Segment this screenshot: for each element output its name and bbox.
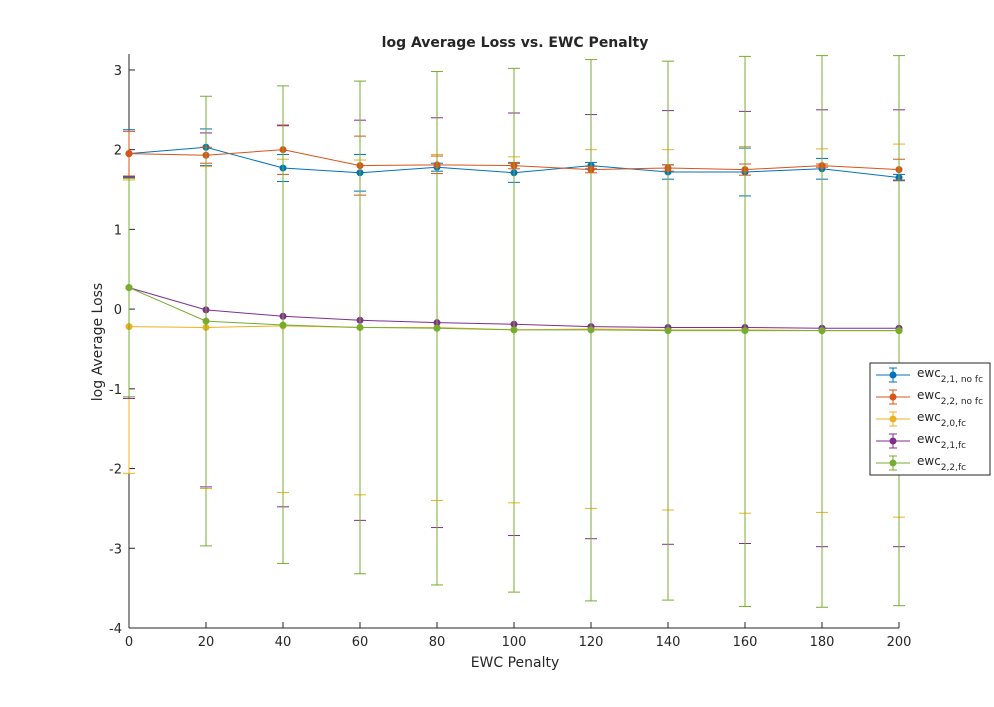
x-tick-label: 0 — [125, 635, 133, 650]
legend-label-base: ewc — [917, 366, 941, 380]
legend-marker — [889, 415, 897, 423]
x-tick-label: 20 — [198, 635, 215, 650]
legend-label-subscript: 2,2, no fc — [941, 397, 983, 407]
legend-label-base: ewc — [917, 388, 941, 402]
legend-label-subscript: 2,1,fc — [941, 441, 966, 451]
x-tick-label: 160 — [733, 635, 758, 650]
y-tick-label: -1 — [109, 383, 122, 398]
y-tick-label: -3 — [109, 542, 122, 557]
data-point — [895, 327, 903, 335]
legend-item: ewc2,0,fc — [876, 410, 966, 429]
legend-label: ewc2,2,fc — [917, 454, 966, 473]
x-tick-label: 40 — [275, 635, 292, 650]
legend-item: ewc2,1, no fc — [876, 366, 983, 385]
x-tick-label: 200 — [887, 635, 912, 650]
legend-label: ewc2,0,fc — [917, 410, 966, 429]
legend-marker — [889, 393, 897, 401]
y-tick-label: 1 — [114, 223, 122, 238]
chart-title: log Average Loss vs. EWC Penalty — [382, 35, 649, 51]
x-axis-label: EWC Penalty — [471, 655, 560, 671]
legend-label: ewc2,1,fc — [917, 432, 966, 451]
data-point — [741, 327, 749, 335]
x-tick-label: 60 — [352, 635, 369, 650]
x-tick-label: 100 — [502, 635, 527, 650]
y-axis-label: log Average Loss — [90, 283, 106, 401]
data-point — [510, 326, 518, 334]
x-tick-label: 80 — [429, 635, 446, 650]
legend-label-subscript: 2,0,fc — [941, 419, 966, 429]
data-point — [125, 284, 133, 292]
y-tick-label: 0 — [114, 303, 122, 318]
y-tick-label: -2 — [109, 463, 122, 478]
data-point — [664, 327, 672, 335]
data-point — [433, 324, 441, 332]
x-tick-label: 120 — [579, 635, 604, 650]
data-point — [125, 150, 133, 158]
data-point — [279, 321, 287, 329]
y-tick-label: -4 — [109, 622, 122, 637]
data-point — [818, 327, 826, 335]
legend-label-base: ewc — [917, 432, 941, 446]
plot-area: 0 20 40 60 80 100 120 140 160 180 200 3 2 1 0 -1 -2 -3 -4 — [109, 54, 911, 650]
legend-item: ewc2,2, no fc — [876, 388, 983, 407]
legend-item: ewc2,1,fc — [876, 432, 966, 451]
legend-label-subscript: 2,2,fc — [941, 463, 966, 473]
data-point — [587, 326, 595, 334]
data-point — [202, 317, 210, 325]
x-tick-label: 180 — [810, 635, 835, 650]
legend-marker — [889, 459, 897, 467]
x-tick-label: 140 — [656, 635, 681, 650]
legend-label-base: ewc — [917, 410, 941, 424]
legend-label: ewc2,2, no fc — [917, 388, 983, 407]
legend-marker — [889, 371, 897, 379]
series-5 — [123, 55, 905, 608]
legend-label: ewc2,1, no fc — [917, 366, 983, 385]
legend-label-base: ewc — [917, 454, 941, 468]
y-tick-label: 2 — [114, 144, 122, 159]
y-tick-label: 3 — [114, 64, 122, 79]
legend-marker — [889, 437, 897, 445]
data-point — [356, 323, 364, 331]
legend-label-subscript: 2,1, no fc — [941, 375, 983, 385]
legend-item: ewc2,2,fc — [876, 454, 966, 473]
